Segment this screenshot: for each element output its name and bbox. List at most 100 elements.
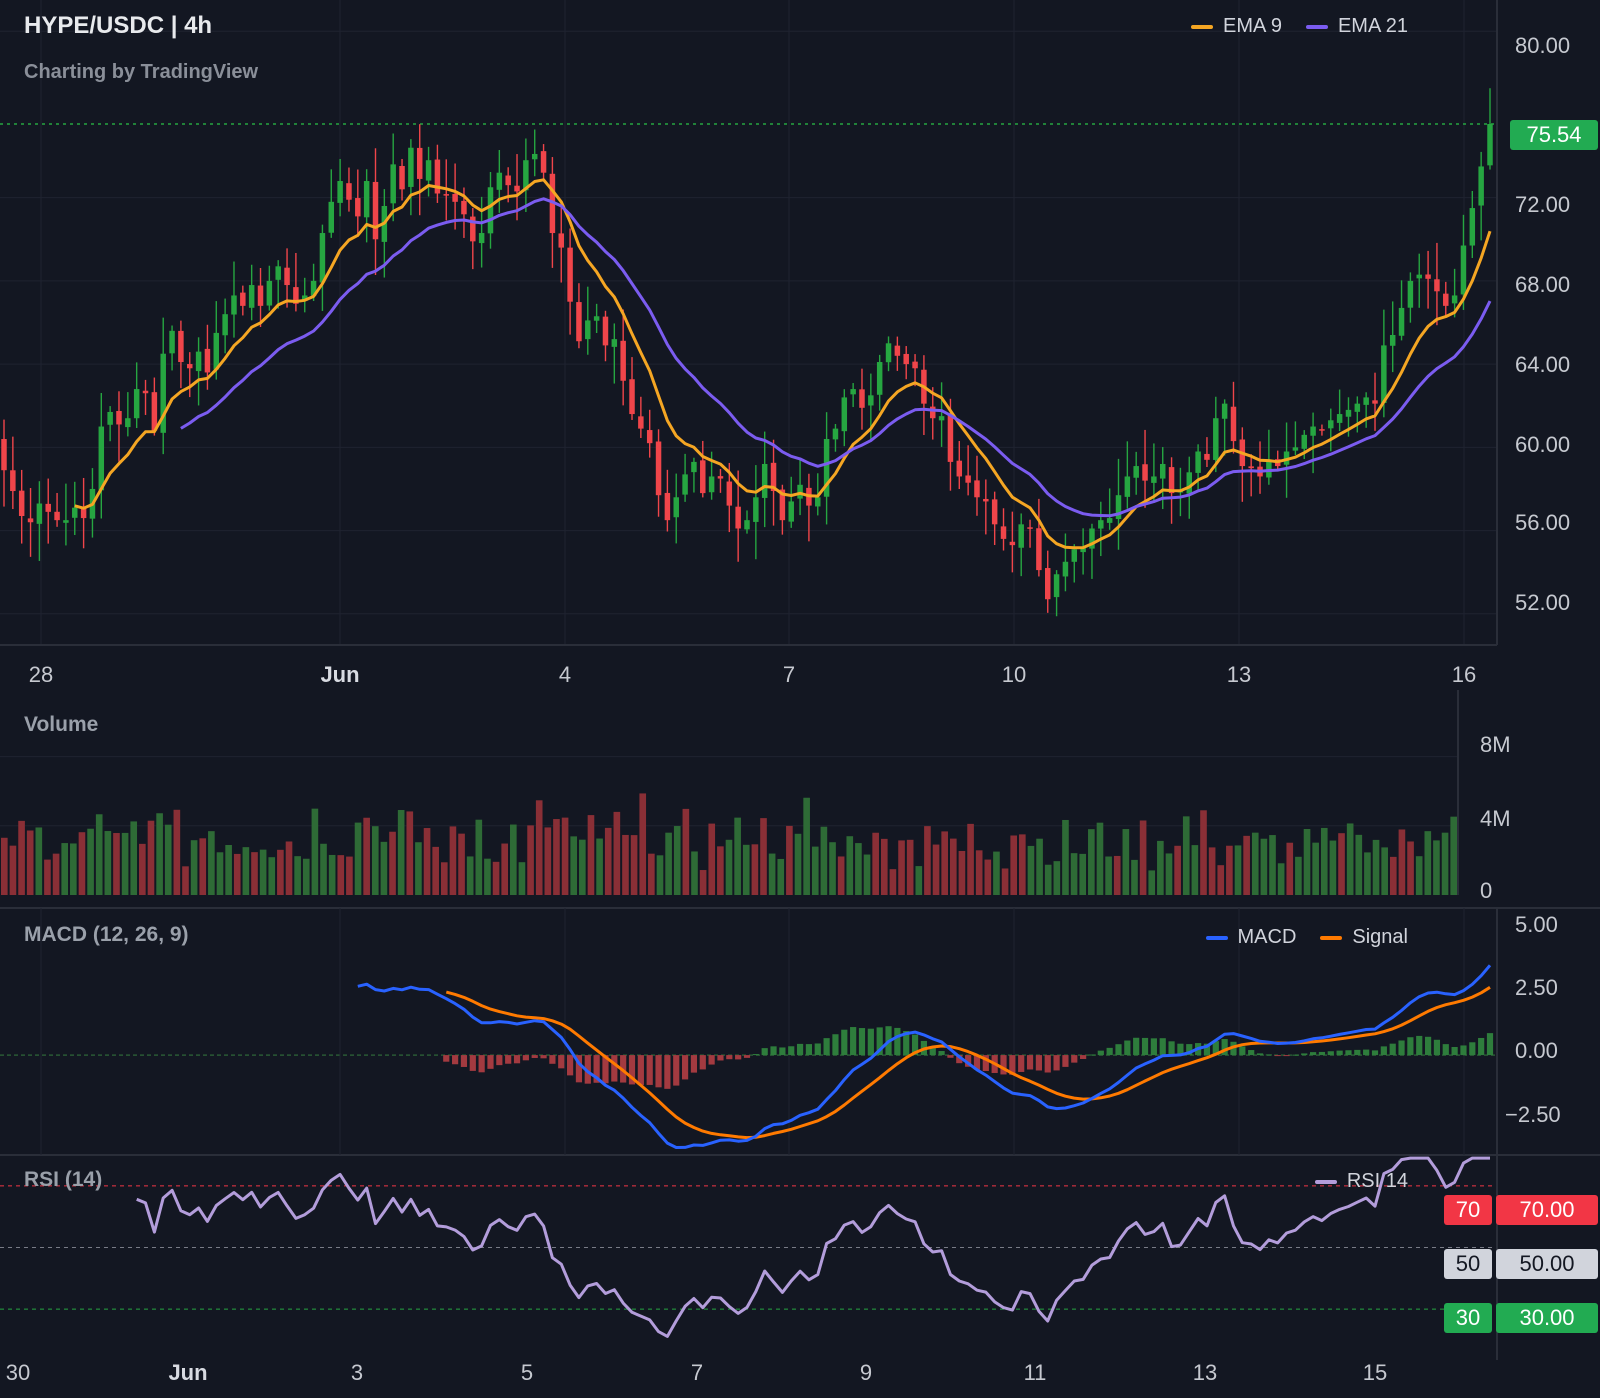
volume-bar bbox=[1269, 835, 1276, 895]
macd-histogram-bar bbox=[549, 1055, 556, 1064]
macd-histogram-bar bbox=[1026, 1055, 1034, 1070]
volume-bar bbox=[932, 844, 940, 895]
price-tick: 60.00 bbox=[1515, 432, 1571, 457]
macd-histogram-bar bbox=[1115, 1044, 1122, 1056]
volume-bar bbox=[777, 858, 785, 895]
volume-bar bbox=[1001, 868, 1009, 895]
candle-body bbox=[63, 520, 69, 523]
candle-body bbox=[1336, 414, 1343, 423]
macd-histogram-bar bbox=[664, 1055, 671, 1089]
candle-body bbox=[72, 507, 78, 518]
volume-bar bbox=[501, 843, 509, 895]
candle-body bbox=[98, 426, 105, 491]
legend-signal[interactable]: Signal bbox=[1320, 926, 1408, 949]
macd-histogram-bar bbox=[735, 1055, 742, 1060]
macd-histogram-bar bbox=[1221, 1039, 1228, 1056]
volume-bar bbox=[1062, 819, 1069, 895]
volume-bar bbox=[691, 851, 698, 895]
macd-histogram-bar bbox=[1345, 1050, 1352, 1056]
volume-bar bbox=[1407, 841, 1414, 895]
candle-body bbox=[1, 439, 7, 471]
macd-histogram-bar bbox=[956, 1055, 963, 1064]
volume-bar bbox=[199, 838, 207, 895]
volume-bar bbox=[251, 852, 258, 895]
volume-bar bbox=[1200, 810, 1207, 895]
volume-bar bbox=[1148, 870, 1156, 895]
macd-histogram-bar bbox=[1380, 1046, 1387, 1056]
volume-bar bbox=[1174, 845, 1181, 895]
price-tick: 80.00 bbox=[1515, 33, 1571, 58]
candle-body bbox=[770, 462, 777, 492]
volume-bar bbox=[1277, 863, 1285, 895]
volume-bar bbox=[466, 856, 474, 895]
volume-bar bbox=[1355, 834, 1363, 895]
macd-histogram-bar bbox=[1053, 1055, 1060, 1071]
macd-histogram-bar bbox=[1159, 1038, 1166, 1056]
volume-bar bbox=[958, 850, 966, 895]
volume-bar bbox=[811, 846, 819, 895]
candle-body bbox=[107, 411, 113, 425]
candle-body bbox=[708, 476, 715, 493]
macd-tick: 5.00 bbox=[1515, 912, 1558, 937]
price-tick: 72.00 bbox=[1515, 192, 1571, 217]
candle-body bbox=[443, 194, 450, 196]
candle-body bbox=[10, 470, 16, 492]
candle-body bbox=[1460, 245, 1467, 295]
signal-line bbox=[445, 986, 1491, 1140]
volume-bar bbox=[1260, 838, 1268, 895]
volume-bar bbox=[1424, 831, 1432, 895]
volume-bar bbox=[1364, 852, 1371, 895]
macd-histogram-bar bbox=[1460, 1045, 1467, 1056]
macd-histogram-bar bbox=[1239, 1046, 1246, 1056]
legend-rsi[interactable]: RSI 14 bbox=[1314, 1170, 1408, 1193]
volume-bar bbox=[622, 834, 629, 895]
macd-histogram-bar bbox=[1106, 1047, 1113, 1056]
volume-bar bbox=[225, 845, 232, 895]
rsi-date-tick: 11 bbox=[1023, 1360, 1047, 1385]
volume-bar bbox=[1295, 856, 1302, 895]
candle-body bbox=[1027, 527, 1033, 529]
macd-histogram-bar bbox=[858, 1028, 866, 1056]
volume-bar bbox=[1286, 842, 1294, 895]
legend-macd[interactable]: MACD bbox=[1205, 926, 1296, 949]
volume-bar bbox=[1441, 832, 1449, 895]
volume-bar bbox=[717, 846, 724, 895]
candle-body bbox=[1478, 166, 1484, 206]
volume-bar bbox=[440, 862, 448, 895]
macd-histogram-bar bbox=[655, 1055, 662, 1088]
volume-bar bbox=[121, 832, 129, 895]
volume-bar bbox=[475, 819, 483, 895]
macd-histogram-bar bbox=[903, 1031, 910, 1056]
candle-body bbox=[1089, 528, 1095, 549]
candle-body bbox=[638, 416, 644, 429]
volume-bar bbox=[1303, 828, 1311, 895]
macd-histogram-bar bbox=[558, 1055, 565, 1069]
volume-bar bbox=[613, 811, 621, 895]
volume-bar bbox=[803, 797, 810, 895]
volume-bar bbox=[302, 858, 310, 895]
macd-histogram-bar bbox=[1451, 1046, 1458, 1056]
volume-bar bbox=[1019, 834, 1026, 895]
legend-ema21[interactable]: EMA 21 bbox=[1305, 15, 1408, 38]
date-tick: 4 bbox=[558, 662, 572, 687]
volume-bar bbox=[768, 853, 776, 895]
legend-ema9[interactable]: EMA 9 bbox=[1191, 15, 1282, 38]
volume-bar bbox=[1208, 847, 1216, 895]
candle-body bbox=[372, 181, 379, 240]
volume-tick: 0 bbox=[1480, 878, 1493, 903]
price-legend: EMA 9 EMA 21 bbox=[1167, 15, 1408, 38]
candle-body bbox=[531, 153, 538, 160]
candle-body bbox=[80, 507, 87, 519]
candle-body bbox=[213, 332, 220, 370]
candle-body bbox=[673, 497, 679, 518]
candle-body bbox=[284, 267, 290, 286]
volume-bar bbox=[484, 858, 491, 895]
volume-bar bbox=[941, 831, 948, 895]
candle-body bbox=[1009, 541, 1016, 546]
candle-body bbox=[903, 353, 909, 365]
volume-bar bbox=[190, 840, 198, 895]
candle-body bbox=[611, 339, 618, 347]
volume-bar bbox=[1320, 827, 1328, 895]
volume-bar bbox=[1329, 840, 1337, 895]
